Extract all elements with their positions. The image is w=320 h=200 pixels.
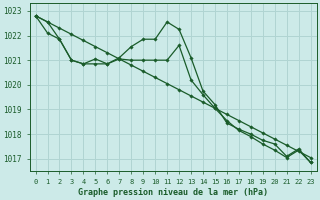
- X-axis label: Graphe pression niveau de la mer (hPa): Graphe pression niveau de la mer (hPa): [78, 188, 268, 197]
